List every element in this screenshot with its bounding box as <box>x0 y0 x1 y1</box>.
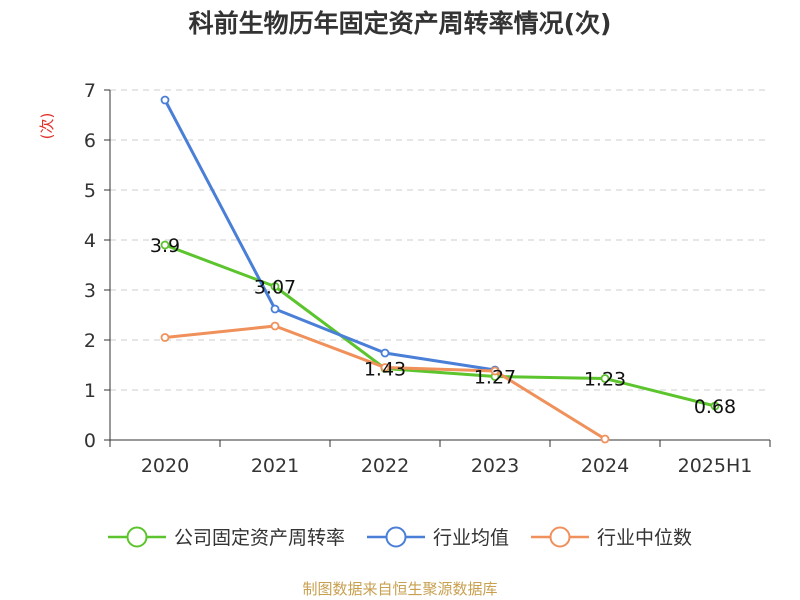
y-tick-label: 5 <box>84 180 96 202</box>
y-tick-label: 2 <box>84 330 96 352</box>
y-tick-label: 1 <box>84 380 96 402</box>
data-label: 0.68 <box>694 396 736 418</box>
data-point[interactable] <box>160 95 170 105</box>
legend-item[interactable]: 公司固定资产周转率 <box>108 526 345 549</box>
y-tick-label: 0 <box>84 430 96 452</box>
data-point[interactable] <box>600 434 610 444</box>
gridlines <box>110 89 770 391</box>
legend[interactable]: 公司固定资产周转率 行业均值 行业中位数 <box>108 526 692 549</box>
legend-item[interactable]: 行业均值 <box>367 526 509 549</box>
data-label: 1.23 <box>584 369 626 391</box>
x-tick-label: 2021 <box>251 455 299 477</box>
data-label: 3.9 <box>150 235 180 257</box>
series-line <box>164 324 606 441</box>
legend-item[interactable]: 行业中位数 <box>531 526 692 549</box>
series-line <box>163 99 496 372</box>
legend-label: 行业中位数 <box>597 527 692 549</box>
y-tick-label: 7 <box>84 80 96 102</box>
data-point[interactable] <box>160 240 170 250</box>
series-lines <box>160 95 720 444</box>
data-point[interactable] <box>490 366 500 376</box>
chart-title: 科前生物历年固定资产周转率情况(次) <box>188 9 612 38</box>
data-point[interactable] <box>380 348 390 358</box>
x-tick-label: 2022 <box>361 455 409 477</box>
y-tick-label: 4 <box>84 230 96 252</box>
legend-label: 行业均值 <box>433 527 509 549</box>
x-tick-label: 2024 <box>581 455 629 477</box>
data-label: 1.27 <box>474 367 516 389</box>
legend-swatch-marker <box>549 526 571 548</box>
x-tick-label: 2025H1 <box>678 455 753 477</box>
data-label: 3.07 <box>254 277 296 299</box>
y-tick-label: 3 <box>84 280 96 302</box>
series-line <box>164 243 716 408</box>
data-labels: 3.9 3.07 1.43 1.27 1.23 0.68 <box>150 235 736 418</box>
legend-swatch-marker <box>126 526 148 548</box>
data-point[interactable] <box>600 374 610 383</box>
data-point[interactable] <box>710 401 720 411</box>
data-point[interactable] <box>270 321 280 331</box>
x-tick-label: 2020 <box>141 455 189 477</box>
data-point[interactable] <box>270 282 280 291</box>
y-axis-unit-label: (次) <box>38 113 56 140</box>
legend-label: 公司固定资产周转率 <box>174 527 345 549</box>
x-tick-label: 2023 <box>471 455 519 477</box>
legend-swatch-marker <box>385 526 407 548</box>
data-point[interactable] <box>160 333 170 342</box>
data-label: 1.43 <box>364 359 406 381</box>
data-point[interactable] <box>270 304 280 314</box>
y-tick-label: 6 <box>84 130 96 152</box>
source-note: 制图数据来自恒生聚源数据库 <box>302 580 498 598</box>
data-point[interactable] <box>380 363 390 372</box>
axes: 0 1 2 3 4 5 6 7 2020 2021 2022 2023 2024 2025H1 <box>84 80 771 477</box>
